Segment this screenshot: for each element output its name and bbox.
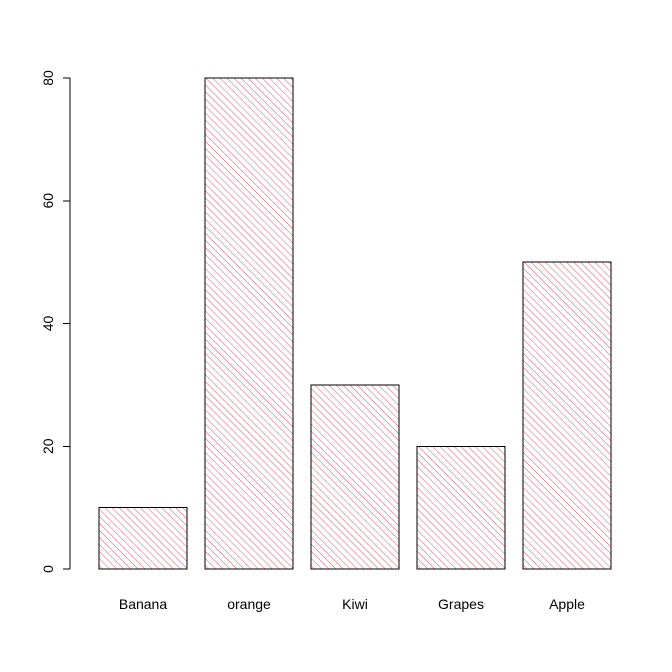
x-tick-label-orange: orange — [227, 596, 271, 612]
bar-apple — [522, 261, 612, 570]
x-axis-labels: Banana orange Kiwi Grapes Apple — [119, 596, 585, 612]
bar-banana — [98, 507, 188, 570]
y-tick-label: 0 — [40, 565, 56, 573]
y-axis: 0 20 40 60 80 — [40, 70, 71, 573]
y-tick-label: 60 — [40, 193, 56, 209]
x-tick-label-kiwi: Kiwi — [342, 596, 368, 612]
x-tick-label-banana: Banana — [119, 596, 167, 612]
y-tick-label: 80 — [40, 70, 56, 86]
bar-grapes — [416, 445, 506, 570]
x-tick-label-apple: Apple — [549, 596, 585, 612]
y-tick-label: 40 — [40, 316, 56, 332]
x-tick-label-grapes: Grapes — [438, 596, 484, 612]
bar-orange — [204, 77, 294, 570]
bars-layer — [98, 77, 612, 570]
y-tick-label: 20 — [40, 438, 56, 454]
bar-kiwi — [310, 384, 400, 570]
